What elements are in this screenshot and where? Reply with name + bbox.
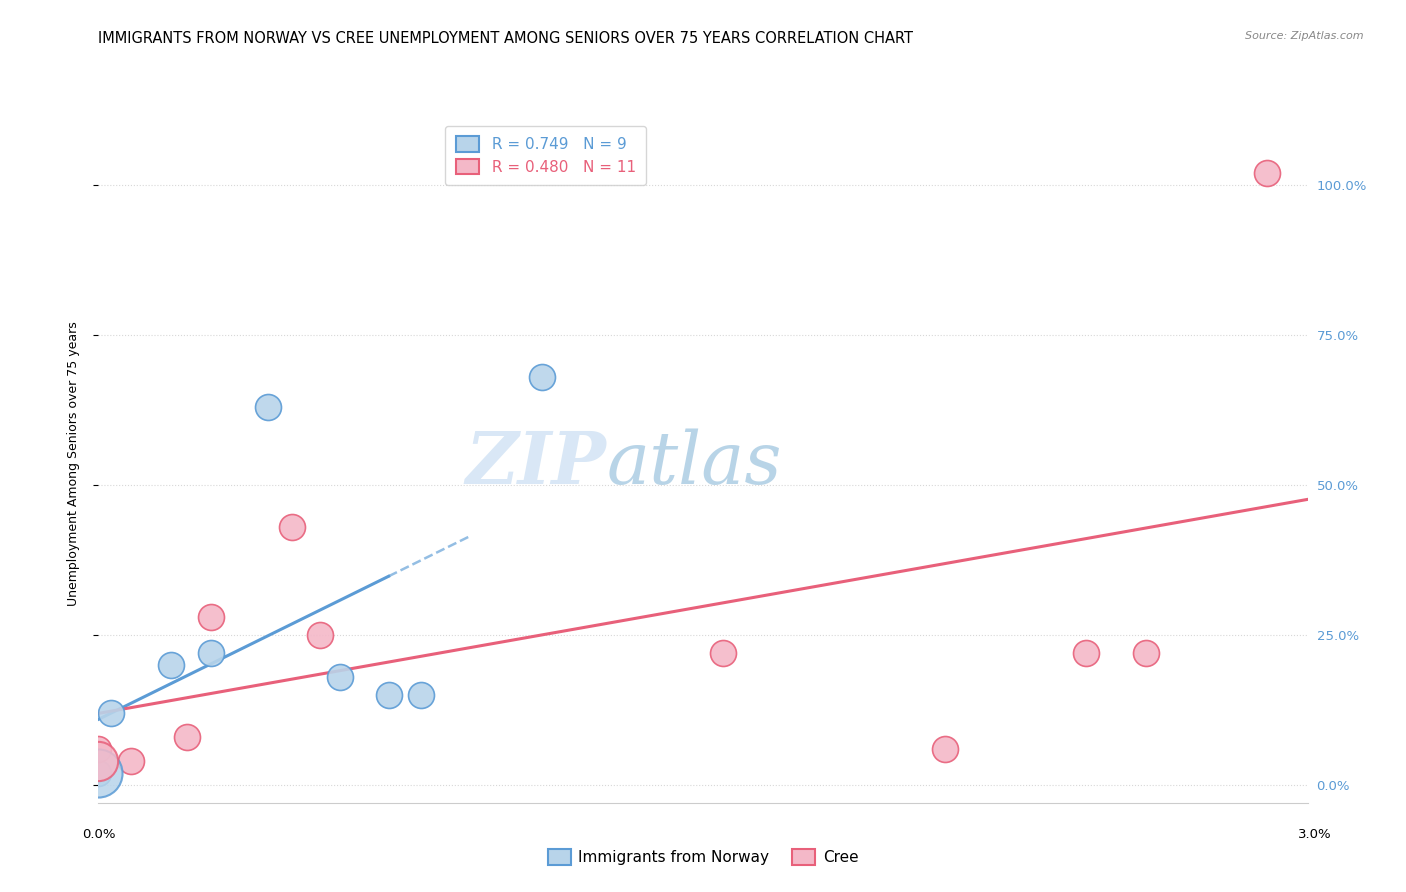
Y-axis label: Unemployment Among Seniors over 75 years: Unemployment Among Seniors over 75 years [67, 321, 80, 607]
Point [176, 730, 198, 744]
Point [329, 670, 352, 684]
Point [87, 741, 110, 756]
Point [256, 400, 278, 414]
Point [409, 688, 432, 702]
Point [87, 765, 110, 780]
Point [1135, 646, 1157, 660]
Text: Source: ZipAtlas.com: Source: ZipAtlas.com [1246, 31, 1364, 41]
Point [160, 657, 183, 672]
Point [200, 610, 222, 624]
Legend: Immigrants from Norway, Cree: Immigrants from Norway, Cree [541, 843, 865, 871]
Point [711, 646, 734, 660]
Text: 3.0%: 3.0% [1298, 828, 1331, 840]
Point [934, 741, 956, 756]
Point [1256, 166, 1278, 180]
Point [87, 765, 110, 780]
Point [87, 754, 110, 768]
Text: IMMIGRANTS FROM NORWAY VS CREE UNEMPLOYMENT AMONG SENIORS OVER 75 YEARS CORRELAT: IMMIGRANTS FROM NORWAY VS CREE UNEMPLOYM… [98, 31, 914, 46]
Point [100, 706, 122, 720]
Text: atlas: atlas [606, 428, 782, 500]
Point [120, 754, 142, 768]
Text: ZIP: ZIP [465, 428, 606, 500]
Point [530, 369, 553, 384]
Point [309, 628, 332, 642]
Legend:  R = 0.749   N = 9,  R = 0.480   N = 11: R = 0.749 N = 9, R = 0.480 N = 11 [446, 126, 647, 186]
Point [377, 688, 399, 702]
Point [200, 646, 222, 660]
Text: 0.0%: 0.0% [82, 828, 115, 840]
Point [1074, 646, 1097, 660]
Point [281, 520, 304, 534]
